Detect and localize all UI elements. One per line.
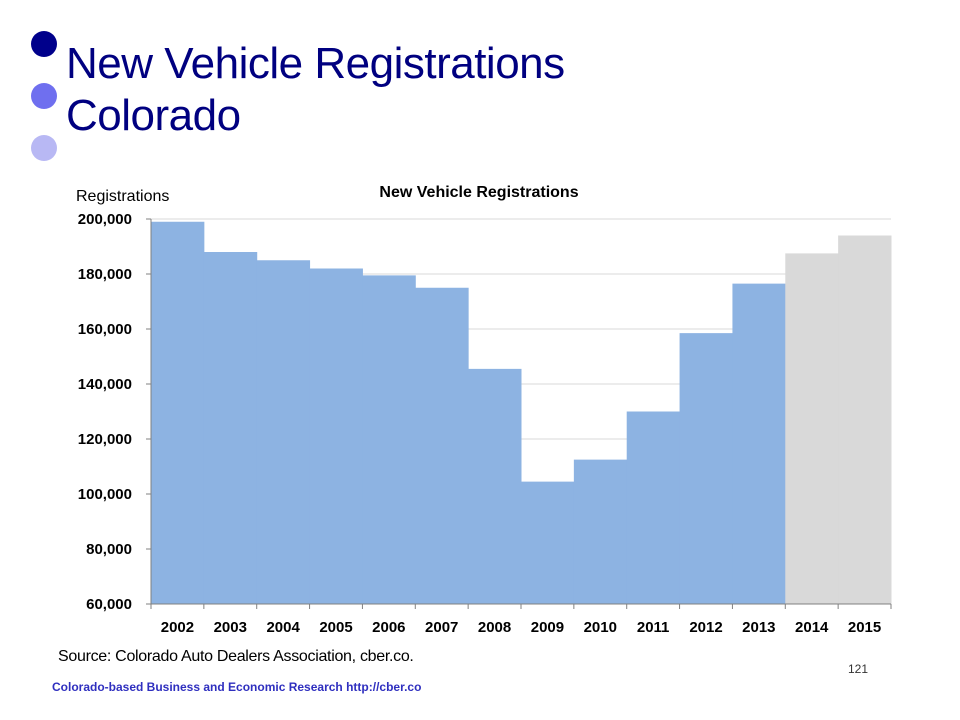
bullet-dot-light — [31, 135, 57, 161]
x-tick-label: 2013 — [742, 619, 775, 636]
x-tick-label: 2014 — [795, 619, 829, 636]
x-tick-label: 2002 — [161, 619, 194, 636]
axes — [146, 218, 892, 609]
bar-2007 — [415, 287, 469, 604]
y-tick-label: 60,000 — [86, 596, 132, 613]
bars — [151, 221, 892, 604]
y-tick-label: 140,000 — [78, 376, 132, 393]
bullet-dot-dark — [31, 31, 57, 57]
source-note: Source: Colorado Auto Dealers Associatio… — [58, 648, 414, 665]
y-tick-label: 100,000 — [78, 486, 132, 503]
y-tick-label: 160,000 — [78, 321, 132, 338]
x-tick-labels: 2002 2003 2004 2005 2006 2007 2008 2009 2010 2011… — [161, 619, 882, 636]
x-tick-label: 2010 — [584, 619, 617, 636]
bar-2004 — [256, 260, 311, 604]
slide-title: New Vehicle Registrations Colorado — [66, 38, 565, 142]
bar-2012 — [679, 333, 733, 604]
x-tick-label: 2008 — [478, 619, 511, 636]
footer-credit: Colorado-based Business and Economic Res… — [52, 680, 422, 694]
bar-2003 — [203, 252, 258, 604]
bar-2011 — [626, 411, 681, 604]
bar-2002 — [151, 221, 205, 604]
x-tick-label: 2005 — [319, 619, 352, 636]
x-tick-label: 2003 — [214, 619, 247, 636]
x-tick-label: 2004 — [266, 619, 300, 636]
x-tick-label: 2015 — [848, 619, 881, 636]
slide-title-line1: New Vehicle Registrations — [66, 39, 565, 88]
x-tick-label: 2006 — [372, 619, 405, 636]
y-tick-labels: 200,000 180,000 160,000 140,000 120,000 100,0… — [78, 211, 132, 613]
x-tick-label: 2012 — [689, 619, 722, 636]
bar-2006 — [362, 275, 416, 604]
bar-2014 — [785, 253, 839, 604]
chart-title: New Vehicle Registrations — [379, 184, 578, 201]
x-tick-label: 2007 — [425, 619, 458, 636]
y-tick-label: 180,000 — [78, 266, 132, 283]
bar-2010 — [573, 459, 628, 604]
x-tick-label: 2009 — [531, 619, 564, 636]
y-axis-label: Registrations — [76, 188, 169, 205]
bar-2008 — [468, 368, 522, 604]
bar-2013 — [732, 283, 786, 604]
x-tick-label: 2011 — [637, 619, 670, 636]
y-tick-label: 80,000 — [86, 541, 132, 558]
bar-2009 — [521, 481, 575, 604]
y-tick-label: 120,000 — [78, 431, 132, 448]
slide-title-line2: Colorado — [66, 91, 241, 140]
bar-2015 — [838, 235, 892, 604]
bullet-dot-medium — [31, 83, 57, 109]
bar-2005 — [309, 268, 363, 604]
page-number: 121 — [848, 662, 869, 676]
y-tick-label: 200,000 — [78, 211, 132, 228]
